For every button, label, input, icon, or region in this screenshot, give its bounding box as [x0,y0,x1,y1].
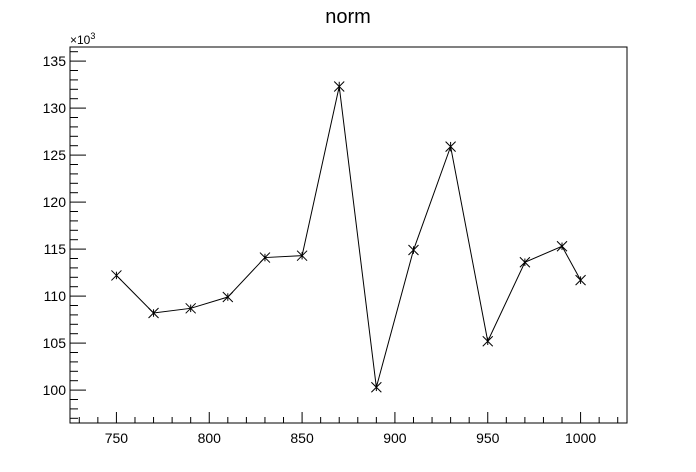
y-scale-base: ×10 [70,33,91,47]
x-tick-label: 800 [198,430,222,446]
x-tick-label: 750 [105,430,129,446]
data-series [111,81,586,393]
y-tick-label: 135 [43,53,67,69]
data-point [222,291,234,303]
x-tick-label: 850 [290,430,314,446]
x-tick-label: 900 [383,430,407,446]
y-tick-label: 130 [43,100,67,116]
data-point [445,141,456,152]
y-scale-exponent: 3 [90,31,95,41]
point-marker [556,240,568,252]
point-marker [482,335,494,347]
plot-frame [69,46,628,424]
point-marker [445,141,456,152]
point-marker [222,291,234,303]
point-marker [259,252,271,263]
data-point [259,252,271,263]
data-point [185,302,197,314]
data-point [370,381,382,393]
x-tick-label: 1000 [565,430,596,446]
point-marker [111,270,122,281]
data-point [408,244,419,256]
y-tick-label: 105 [43,335,67,351]
y-tick-label: 125 [43,147,67,163]
chart-title: norm [325,6,371,28]
y-scale-label: ×103 [70,31,95,47]
data-point [556,240,568,252]
y-tick-label: 120 [43,194,67,210]
y-tick-label: 110 [44,288,67,304]
data-point [482,335,494,347]
y-tick-label: 115 [44,241,67,257]
data-point [296,250,308,262]
data-point [575,274,586,286]
y-tick-label: 100 [43,382,67,398]
y-axis: 100 105 110 115 120 125 130 135 [43,51,86,419]
data-point [333,81,345,92]
point-marker [185,302,197,314]
point-marker [148,307,159,319]
data-point [111,270,122,281]
x-axis: 750 800 850 900 950 1000 [78,412,619,446]
x-tick-label: 950 [476,430,500,446]
point-marker [370,381,382,393]
data-point [519,256,531,268]
point-marker [408,244,419,256]
point-marker [575,274,586,286]
data-point [148,307,159,319]
point-marker [333,81,345,92]
point-marker [296,250,308,262]
point-marker [519,256,531,268]
series-line [116,86,582,388]
